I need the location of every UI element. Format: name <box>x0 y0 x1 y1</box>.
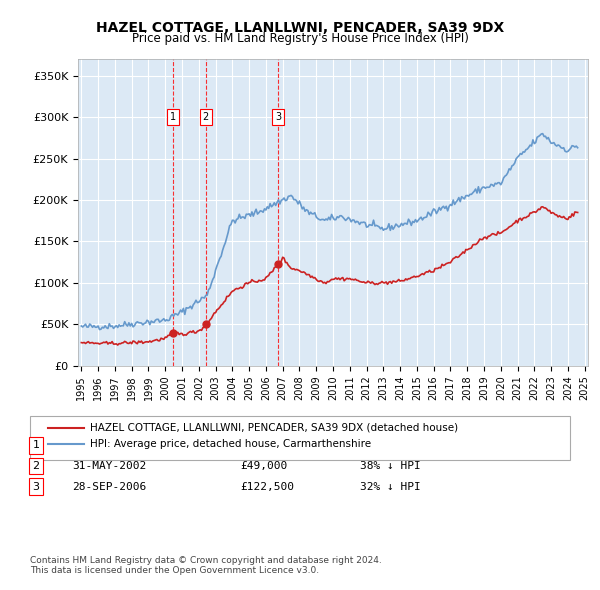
Text: 2: 2 <box>203 112 209 122</box>
Text: 20-JUN-2000: 20-JUN-2000 <box>72 441 146 450</box>
Text: 2: 2 <box>32 461 40 471</box>
Text: £49,000: £49,000 <box>240 461 287 471</box>
Text: 3: 3 <box>275 112 281 122</box>
Text: 1: 1 <box>170 112 176 122</box>
Text: Price paid vs. HM Land Registry's House Price Index (HPI): Price paid vs. HM Land Registry's House … <box>131 32 469 45</box>
Text: Contains HM Land Registry data © Crown copyright and database right 2024.
This d: Contains HM Land Registry data © Crown c… <box>30 556 382 575</box>
Text: 38% ↓ HPI: 38% ↓ HPI <box>360 441 421 450</box>
Text: £40,000: £40,000 <box>240 441 287 450</box>
Text: HAZEL COTTAGE, LLANLLWNI, PENCADER, SA39 9DX (detached house): HAZEL COTTAGE, LLANLLWNI, PENCADER, SA39… <box>90 423 458 432</box>
Text: 1: 1 <box>32 441 40 450</box>
Text: 3: 3 <box>32 482 40 491</box>
Text: HPI: Average price, detached house, Carmarthenshire: HPI: Average price, detached house, Carm… <box>90 440 371 449</box>
Text: HAZEL COTTAGE, LLANLLWNI, PENCADER, SA39 9DX: HAZEL COTTAGE, LLANLLWNI, PENCADER, SA39… <box>96 21 504 35</box>
Text: 31-MAY-2002: 31-MAY-2002 <box>72 461 146 471</box>
Text: 28-SEP-2006: 28-SEP-2006 <box>72 482 146 491</box>
Text: 32% ↓ HPI: 32% ↓ HPI <box>360 482 421 491</box>
Text: 38% ↓ HPI: 38% ↓ HPI <box>360 461 421 471</box>
Text: £122,500: £122,500 <box>240 482 294 491</box>
